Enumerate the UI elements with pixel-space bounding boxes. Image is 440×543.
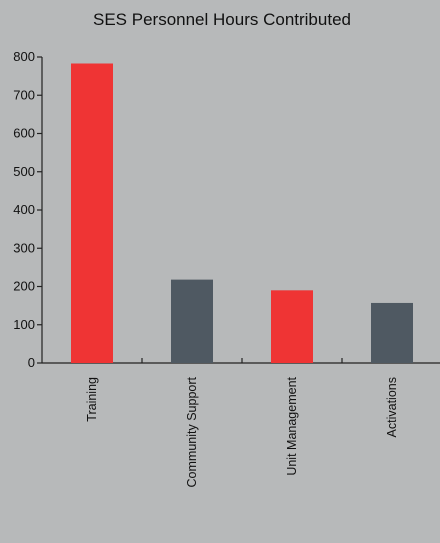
x-tick-label: Unit Management <box>285 376 299 475</box>
y-tick-label: 100 <box>13 317 35 332</box>
bar-unit-management <box>271 290 313 363</box>
bars <box>71 63 413 363</box>
bar-activations <box>371 302 413 363</box>
y-tick-label: 0 <box>28 355 35 370</box>
y-tick-label: 800 <box>13 49 35 64</box>
y-axis-ticks: 0 100 200 300 400 500 600 700 800 <box>13 49 42 370</box>
bar-training <box>71 63 113 363</box>
x-axis-labels: Training Community Support Unit Management… <box>85 376 399 487</box>
y-tick-label: 400 <box>13 202 35 217</box>
y-tick-label: 700 <box>13 87 35 102</box>
y-tick-label: 600 <box>13 126 35 141</box>
y-tick-label: 500 <box>13 164 35 179</box>
x-tick-label: Community Support <box>185 376 199 487</box>
x-tick-label: Training <box>85 377 99 422</box>
bar-community-support <box>171 279 213 363</box>
y-tick-label: 300 <box>13 240 35 255</box>
x-tick-label: Activations <box>385 377 399 437</box>
chart-title: SES Personnel Hours Contributed <box>93 10 351 29</box>
y-tick-label: 200 <box>13 279 35 294</box>
